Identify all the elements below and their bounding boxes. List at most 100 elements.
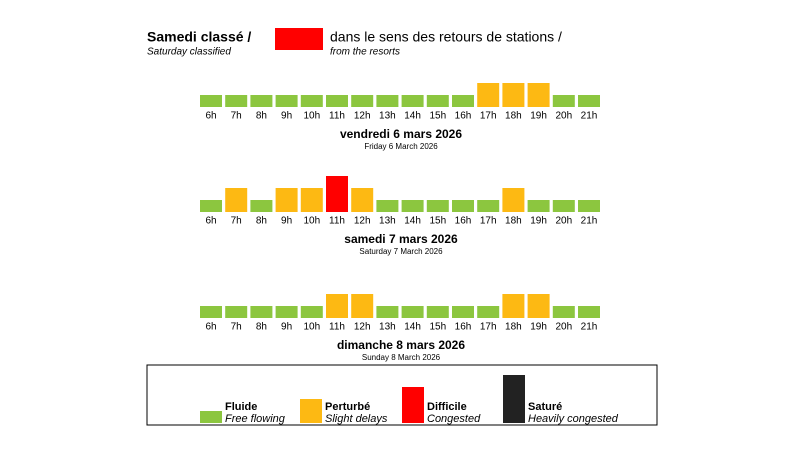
- hour-label: 7h: [231, 322, 242, 333]
- legend-name: Saturé: [528, 401, 562, 413]
- legend-description: Congested: [427, 413, 481, 425]
- hour-label: 17h: [480, 322, 497, 333]
- hour-label: 19h: [530, 322, 547, 333]
- bar: [578, 306, 600, 318]
- hour-label: 10h: [303, 216, 320, 227]
- bar: [275, 188, 298, 212]
- hour-label: 12h: [354, 216, 371, 227]
- bar: [376, 95, 399, 107]
- bar: [502, 294, 525, 318]
- bar: [477, 83, 500, 107]
- legend-name: Fluide: [225, 401, 257, 413]
- hour-label: 14h: [404, 111, 421, 122]
- bar: [401, 95, 424, 107]
- hour-label: 9h: [281, 322, 292, 333]
- bar: [225, 95, 248, 107]
- hour-label: 19h: [530, 111, 547, 122]
- hour-label: 16h: [455, 111, 472, 122]
- bar: [502, 83, 525, 107]
- bar: [326, 176, 348, 212]
- legend-name: Perturbé: [325, 401, 370, 413]
- hour-label: 10h: [303, 322, 320, 333]
- hour-label: 20h: [555, 322, 572, 333]
- bar: [250, 200, 273, 212]
- legend-swatch: [200, 411, 222, 423]
- hour-label: 8h: [256, 111, 267, 122]
- bar: [300, 188, 323, 212]
- hour-label: 20h: [555, 216, 572, 227]
- bar: [225, 306, 248, 318]
- hour-label: 21h: [581, 111, 598, 122]
- header-direction: dans le sens des retours de stations /: [330, 29, 562, 45]
- hour-label: 17h: [480, 216, 497, 227]
- bar: [225, 188, 248, 212]
- hour-label: 21h: [581, 322, 598, 333]
- hour-label: 15h: [429, 216, 446, 227]
- legend-swatch: [503, 375, 525, 423]
- bar: [351, 95, 374, 107]
- bar: [300, 95, 323, 107]
- hour-label: 15h: [429, 111, 446, 122]
- hour-label: 15h: [429, 322, 446, 333]
- bar: [552, 200, 575, 212]
- bar: [452, 306, 474, 318]
- hour-label: 11h: [329, 111, 345, 122]
- hour-label: 14h: [404, 322, 421, 333]
- day-title: samedi 7 mars 2026: [344, 232, 458, 246]
- hour-label: 7h: [231, 111, 242, 122]
- hour-label: 14h: [404, 216, 421, 227]
- hour-label: 6h: [205, 322, 216, 333]
- hour-label: 6h: [205, 111, 216, 122]
- bar: [351, 188, 374, 212]
- hour-label: 9h: [281, 111, 292, 122]
- bar: [200, 95, 222, 107]
- hour-label: 13h: [379, 322, 396, 333]
- hour-label: 18h: [505, 216, 522, 227]
- hour-label: 6h: [205, 216, 216, 227]
- day-title: vendredi 6 mars 2026: [340, 127, 462, 141]
- legend-name: Difficile: [427, 401, 467, 413]
- legend-description: Free flowing: [225, 413, 286, 425]
- hour-label: 19h: [530, 216, 547, 227]
- hour-label: 8h: [256, 322, 267, 333]
- hour-label: 16h: [455, 216, 472, 227]
- hour-label: 16h: [455, 322, 472, 333]
- bar: [426, 200, 449, 212]
- hour-label: 21h: [581, 216, 598, 227]
- legend-box: [146, 364, 658, 426]
- bar: [502, 188, 525, 212]
- hour-label: 12h: [354, 111, 371, 122]
- day-subtitle: Friday 6 March 2026: [364, 142, 438, 151]
- day-subtitle: Sunday 8 March 2026: [362, 353, 441, 362]
- bar: [250, 306, 273, 318]
- hour-label: 17h: [480, 111, 497, 122]
- bar: [477, 306, 500, 318]
- bar: [426, 95, 449, 107]
- bar: [578, 95, 600, 107]
- bar: [578, 200, 600, 212]
- bar: [552, 95, 575, 107]
- bar: [200, 200, 222, 212]
- hour-label: 9h: [281, 216, 292, 227]
- bar: [376, 200, 399, 212]
- bar: [401, 306, 424, 318]
- bar: [275, 95, 298, 107]
- hour-label: 18h: [505, 322, 522, 333]
- header-swatch: [275, 28, 323, 50]
- bar: [351, 294, 374, 318]
- bar: [401, 200, 424, 212]
- header-subtitle: Saturday classified: [147, 47, 231, 58]
- bar: [527, 200, 550, 212]
- header-title: Samedi classé /: [147, 29, 251, 45]
- bar: [326, 294, 348, 318]
- bar: [452, 95, 474, 107]
- bar: [527, 294, 550, 318]
- day-subtitle: Saturday 7 March 2026: [359, 247, 443, 256]
- bar: [376, 306, 399, 318]
- bar: [552, 306, 575, 318]
- legend-swatch: [402, 387, 424, 423]
- hour-label: 10h: [303, 111, 320, 122]
- hour-label: 18h: [505, 111, 522, 122]
- legend-description: Heavily congested: [528, 413, 619, 425]
